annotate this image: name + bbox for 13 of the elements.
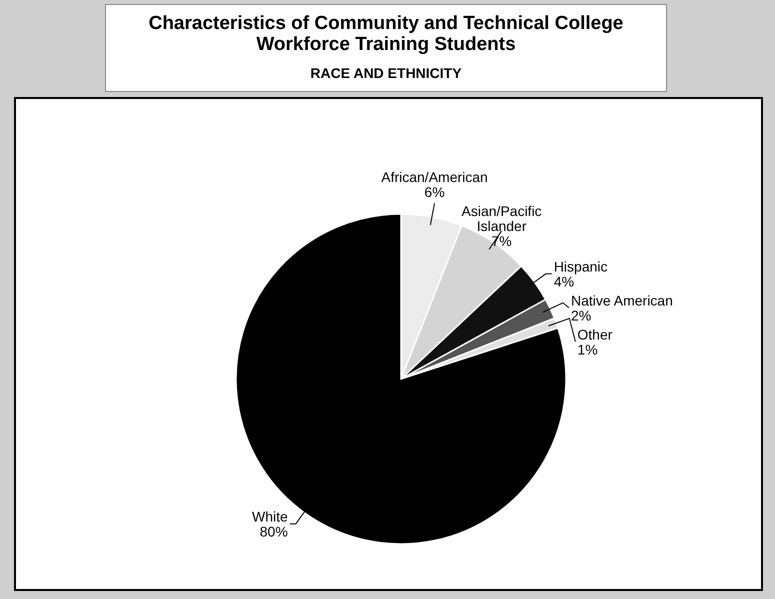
data-label: 6% — [424, 184, 445, 200]
slice-label: Native American — [570, 292, 673, 308]
slice-label: Other — [577, 326, 613, 342]
chart-subtitle: RACE AND ETHNICITY — [309, 65, 463, 81]
chart-title: Characteristics of Community and Technical College Workforce Training Students — [148, 13, 624, 55]
slice-label: Asian/Pacific Islander — [462, 203, 542, 234]
data-label: 4% — [554, 273, 574, 290]
data-label: 80% — [260, 523, 288, 540]
slice-label: African/American — [381, 169, 488, 186]
data-label: 1% — [577, 341, 598, 358]
data-label: 2% — [570, 307, 592, 324]
slice-label: White — [252, 508, 288, 524]
slice-label: Hispanic — [554, 258, 608, 274]
